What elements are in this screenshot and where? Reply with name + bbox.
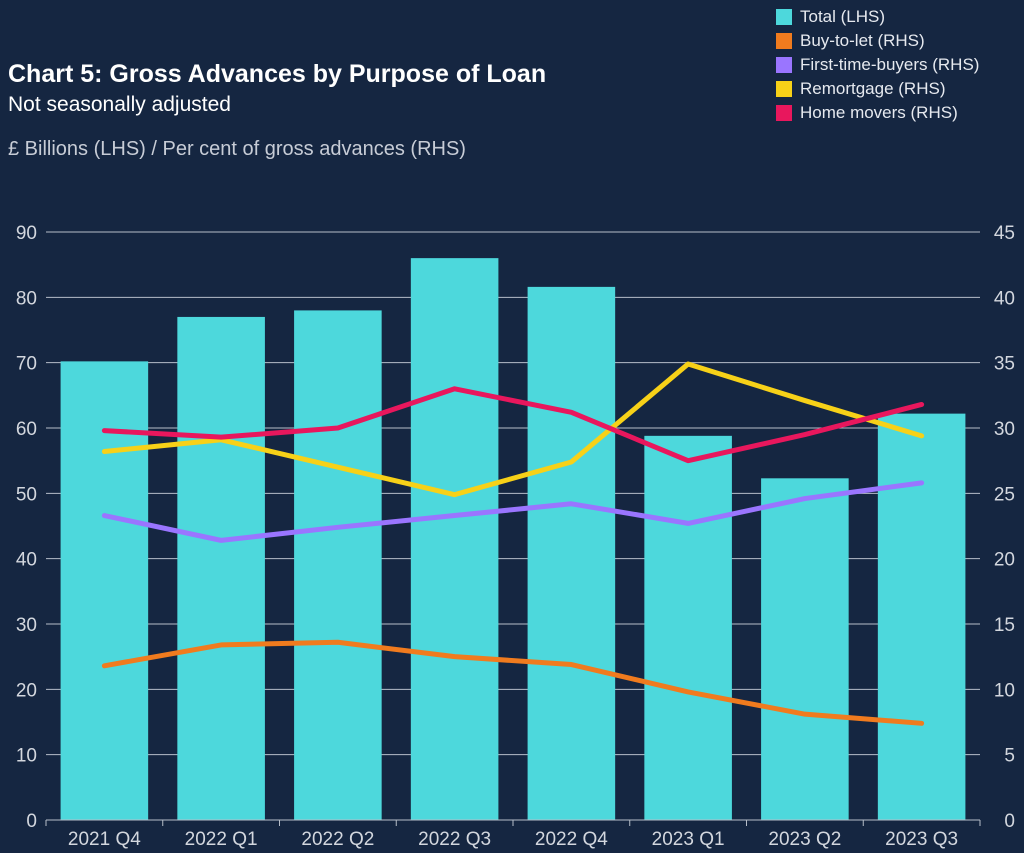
bar-total-2022-q2 (294, 310, 382, 820)
right-axis-tick-label: 45 (994, 223, 1015, 244)
legend-label-first-time-buyers: First-time-buyers (RHS) (800, 55, 980, 74)
x-axis-category-label: 2021 Q4 (68, 829, 141, 850)
x-axis-category-label: 2022 Q4 (535, 829, 608, 850)
right-axis-tick-label: 30 (994, 419, 1015, 440)
bar-total-2022-q1 (177, 316, 265, 820)
axis-units-label: £ Billions (LHS) / Per cent of gross adv… (8, 138, 466, 160)
line-series-first-time-buyers (101, 480, 925, 543)
chart-subtitle: Not seasonally adjusted (8, 93, 231, 116)
bar-total-2023-q3 (877, 413, 966, 820)
legend-label-remortgage: Remortgage (RHS) (800, 79, 946, 98)
bar-total-2023-q2 (761, 478, 849, 820)
x-axis-category-label: 2023 Q1 (652, 829, 725, 850)
legend-item-total: Total (LHS) (776, 5, 979, 29)
right-axis-tick-label: 35 (994, 354, 1015, 375)
legend-swatch-first-time-buyers (776, 57, 792, 73)
chart-title: Chart 5: Gross Advances by Purpose of Lo… (8, 60, 547, 88)
bar-total-2023-q1 (644, 435, 732, 820)
left-axis-tick-label: 60 (16, 419, 37, 440)
left-axis-tick-label: 10 (16, 746, 37, 767)
right-axis-tick-label: 25 (994, 484, 1015, 505)
left-axis-tick-label: 0 (26, 811, 37, 832)
line-series-remortgage (101, 361, 925, 498)
line-series-buy-to-let (101, 639, 925, 726)
right-axis-tick-label: 5 (1004, 746, 1015, 767)
legend-label-buy-to-let: Buy-to-let (RHS) (800, 31, 925, 50)
right-axis-tick-label: 10 (994, 680, 1015, 701)
x-axis-category-label: 2023 Q2 (768, 829, 841, 850)
left-axis-tick-label: 20 (16, 680, 37, 701)
x-axis-category-label: 2022 Q2 (301, 829, 374, 850)
legend-label-total: Total (LHS) (800, 7, 886, 26)
left-axis-tick-label: 70 (16, 354, 37, 375)
left-axis-tick-label: 80 (16, 288, 37, 309)
legend-label-home-movers: Home movers (RHS) (800, 103, 958, 122)
legend-item-first-time-buyers: First-time-buyers (RHS) (776, 53, 979, 77)
legend-swatch-buy-to-let (776, 33, 792, 49)
right-axis-tick-label: 40 (994, 288, 1015, 309)
left-axis-tick-label: 40 (16, 550, 37, 571)
legend-swatch-remortgage (776, 81, 792, 97)
line-series-home-movers (101, 386, 925, 464)
right-axis-tick-label: 0 (1004, 811, 1015, 832)
left-axis-tick-label: 30 (16, 615, 37, 636)
x-axis-category-label: 2022 Q1 (185, 829, 258, 850)
legend-item-home-movers: Home movers (RHS) (776, 101, 979, 125)
legend-swatch-total (776, 9, 792, 25)
right-axis-tick-label: 20 (994, 550, 1015, 571)
right-axis-tick-label: 15 (994, 615, 1015, 636)
bar-total-2022-q3 (410, 258, 499, 821)
left-axis-tick-label: 50 (16, 484, 37, 505)
legend-swatch-home-movers (776, 105, 792, 121)
x-axis-category-label: 2023 Q3 (885, 829, 958, 850)
bar-total-2021-q4 (60, 361, 149, 820)
left-axis-tick-label: 90 (16, 223, 37, 244)
legend-item-buy-to-let: Buy-to-let (RHS) (776, 29, 979, 53)
bar-total-2022-q4 (527, 286, 616, 820)
x-axis-category-label: 2022 Q3 (418, 829, 491, 850)
legend-item-remortgage: Remortgage (RHS) (776, 77, 979, 101)
chart-legend: Total (LHS) Buy-to-let (RHS) First-time-… (776, 5, 979, 125)
